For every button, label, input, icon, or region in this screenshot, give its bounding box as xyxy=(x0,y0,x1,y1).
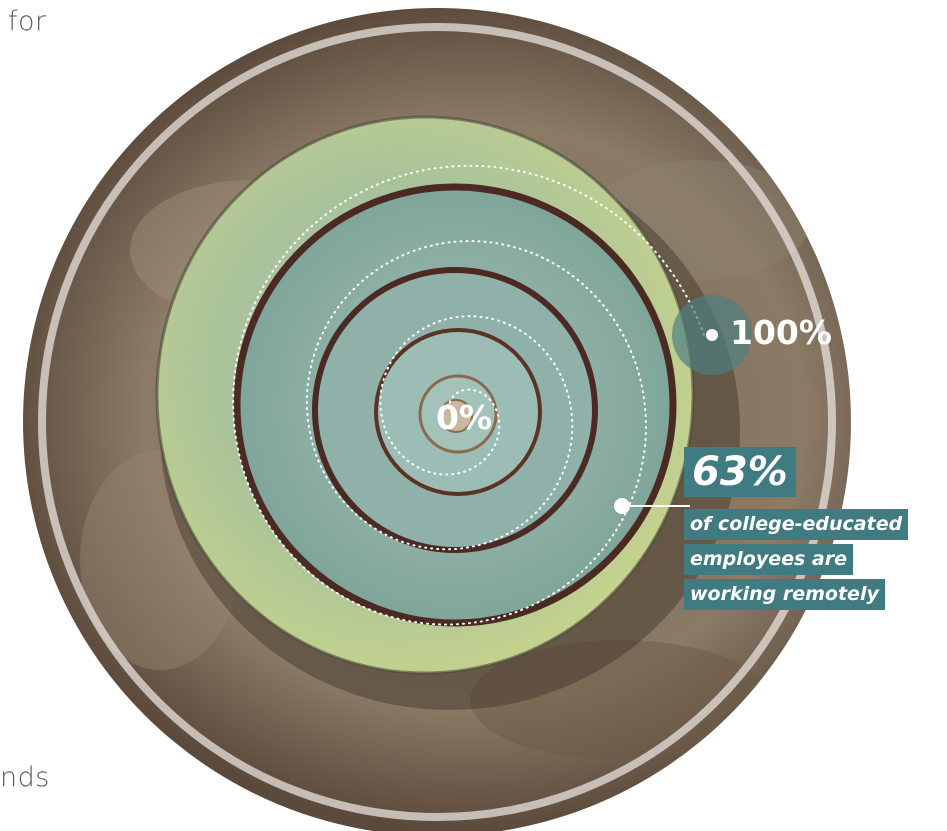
end-label: 100% xyxy=(730,313,832,352)
stat-caption-line-1: of college-educated xyxy=(684,509,909,540)
stat-value: 63% xyxy=(692,449,788,495)
body-text-fragment-top: for xyxy=(8,6,47,37)
stat-value-box: 63% xyxy=(684,447,796,497)
end-dot xyxy=(706,329,718,341)
stat-marker-dot xyxy=(614,498,630,514)
outer-ring xyxy=(38,23,836,821)
start-label: 0% xyxy=(436,398,492,437)
body-text-fragment-bottom: nds xyxy=(0,762,50,793)
stat-caption-line-3: working remotely xyxy=(684,579,885,610)
stat-caption-line-2: employees are xyxy=(684,544,854,575)
dotted-spiral xyxy=(232,164,706,626)
